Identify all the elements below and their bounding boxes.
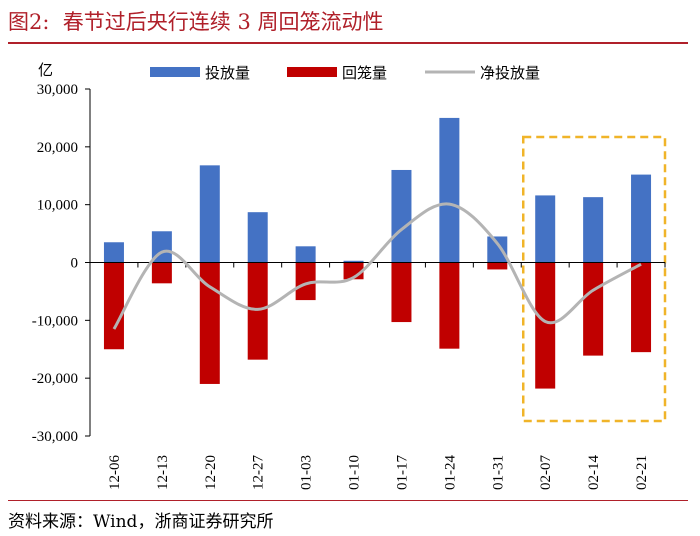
x-tick-label: 01-24: [442, 455, 458, 490]
bar-injection-01-24: [439, 117, 460, 263]
x-tick-label: 02-21: [634, 455, 650, 490]
legend-swatch-0: [150, 67, 200, 77]
bar-withdrawal-01-17: [391, 262, 412, 323]
bar-withdrawal-12-13: [151, 262, 172, 284]
legend-swatch-1: [287, 67, 337, 77]
bar-withdrawal-12-06: [103, 262, 124, 350]
bar-withdrawal-01-03: [295, 262, 316, 301]
x-tick-label: 02-07: [538, 455, 554, 490]
y-tick-label: -30,000: [32, 429, 78, 445]
legend-label: 投放量: [205, 65, 250, 82]
bar-withdrawal-02-07: [535, 262, 556, 389]
bar-injection-02-14: [583, 197, 604, 263]
bar-injection-01-10: [343, 260, 364, 263]
bar-withdrawal-12-27: [247, 262, 268, 360]
x-tick-label: 01-10: [347, 455, 363, 490]
bar-withdrawal-01-24: [439, 262, 460, 349]
bar-injection-01-03: [295, 246, 316, 263]
bar-injection-12-06: [103, 242, 124, 263]
bar-injection-02-07: [535, 195, 556, 263]
chart: 30,000 20,000 10,000 0 -10,000 -20,000 -30,000…: [32, 62, 667, 490]
y-tick-label: -10,000: [32, 313, 78, 329]
bar-injection-12-27: [247, 212, 268, 263]
bar-withdrawal-02-14: [583, 262, 604, 356]
net-injection-line: [112, 202, 642, 330]
y-axis-unit: 亿: [38, 62, 53, 79]
x-tick-label: 12-27: [251, 455, 267, 490]
x-tick-label: 12-20: [203, 455, 219, 490]
y-tick-label: -20,000: [32, 371, 78, 387]
x-tick-label: 02-14: [586, 455, 602, 490]
y-tick-label: 20,000: [37, 140, 78, 156]
bar-withdrawal-02-21: [631, 262, 652, 353]
x-tick-label: 12-06: [107, 455, 123, 490]
legend-label: 净投放量: [480, 65, 540, 82]
figure-title: 图2: 春节过后央行连续 3 周回笼流动性: [8, 10, 384, 34]
bar-injection-02-21: [631, 174, 652, 263]
x-tick-label: 12-13: [155, 455, 171, 490]
highlight-box: [522, 135, 667, 423]
title-divider: [8, 42, 688, 44]
bar-injection-01-31: [487, 236, 508, 263]
x-tick-label: 01-03: [299, 455, 315, 490]
y-tick-label: 0: [71, 256, 79, 272]
bar-withdrawal-01-31: [487, 262, 508, 270]
x-tick-label: 01-31: [490, 455, 506, 490]
source-note: 资料来源：Wind，浙商证券研究所: [8, 512, 274, 532]
bar-injection-01-17: [391, 169, 412, 263]
source-divider: [8, 500, 688, 501]
bar-injection-12-20: [199, 165, 220, 263]
bar-withdrawal-12-20: [199, 262, 220, 384]
y-tick-label: 10,000: [37, 198, 78, 214]
y-tick-label: 30,000: [37, 82, 78, 98]
legend-label: 回笼量: [342, 65, 387, 82]
x-tick-label: 01-17: [394, 455, 410, 490]
